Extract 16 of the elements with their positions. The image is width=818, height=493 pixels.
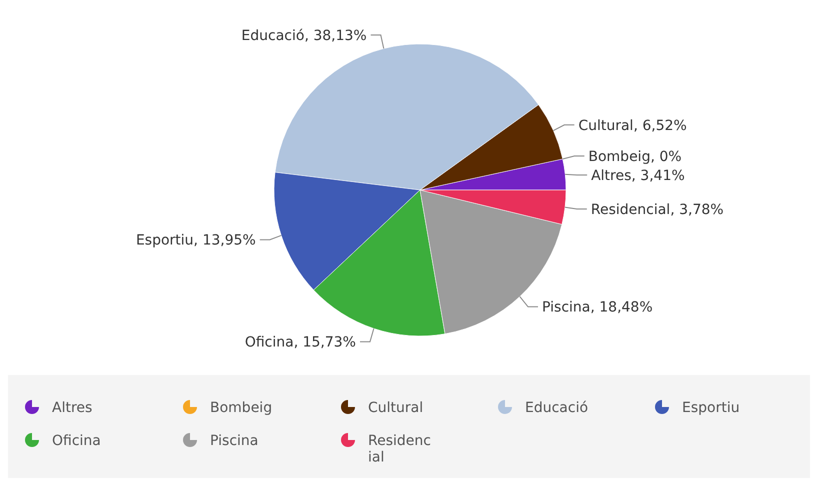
data-label: Educació, 38,13%: [241, 28, 367, 44]
legend-label: Educació: [525, 400, 588, 416]
legend-label: Cultural: [368, 400, 424, 416]
data-label: Altres, 3,41%: [591, 168, 685, 184]
legend-label: Oficina: [52, 432, 101, 449]
legend-label: Piscina: [210, 432, 258, 449]
data-label: Cultural, 6,52%: [578, 118, 687, 134]
data-label: Esportiu, 13,95%: [136, 232, 256, 249]
legend-label: Bombeig: [210, 400, 272, 416]
legend-label: Residencial: [368, 432, 431, 466]
data-label: Oficina, 15,73%: [244, 334, 356, 351]
data-label: Piscina, 18,48%: [542, 300, 653, 316]
data-label: Residencial, 3,78%: [590, 202, 724, 218]
legend-label: Esportiu: [682, 400, 740, 416]
text: Bombeig, 0%: [588, 148, 682, 165]
legend-label: Altres: [52, 400, 92, 416]
